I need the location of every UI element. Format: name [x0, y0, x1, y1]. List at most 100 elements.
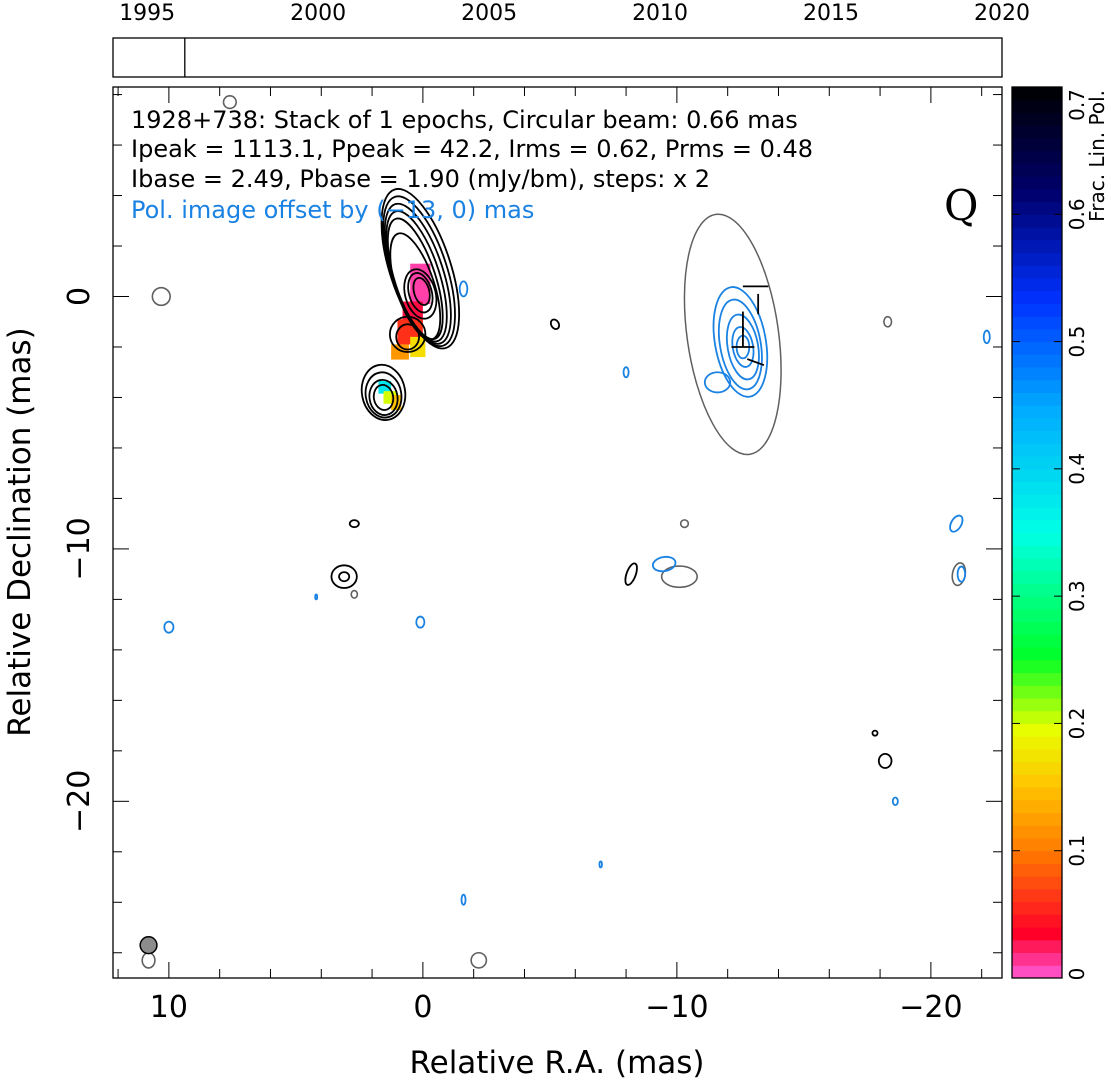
- polarization-contour: [460, 893, 467, 906]
- colorbar-step: [1012, 952, 1062, 966]
- stokes-i-contour: [407, 272, 434, 314]
- colorbar-step: [1012, 787, 1062, 801]
- polarization-contour: [891, 796, 899, 807]
- x-tick-label: 10: [150, 990, 188, 1025]
- stokes-i-contour: [348, 519, 360, 529]
- colorbar-step: [1012, 367, 1062, 381]
- colorbar-step: [1012, 188, 1062, 203]
- polarization-contour: [712, 286, 769, 398]
- stokes-i-contour: [403, 268, 438, 320]
- frac-pol-pixel: [391, 394, 402, 411]
- colorbar-step: [1012, 774, 1062, 788]
- x-tick-label: −10: [645, 990, 708, 1025]
- colorbar-step: [1012, 825, 1062, 839]
- stokes-i-contour: [368, 378, 399, 416]
- stokes-i-contour: [549, 318, 561, 330]
- colorbar-step: [1012, 99, 1062, 113]
- x-tick-label: 0: [413, 990, 432, 1025]
- polarization-contour: [956, 565, 967, 583]
- polarization-contour: [717, 298, 763, 391]
- polarization-contour: [598, 860, 603, 869]
- colorbar-tick-label: 0.6: [1065, 198, 1089, 230]
- polarization-contour: [949, 514, 964, 533]
- colorbar-step: [1012, 468, 1062, 483]
- stokes-i-contour: [395, 323, 420, 351]
- polarization-contour: [731, 326, 755, 368]
- colorbar-step: [1012, 163, 1062, 177]
- evpa-vector-layer: [731, 285, 769, 367]
- colorbar-step: [1012, 239, 1062, 253]
- total-intensity-offset-contour: [683, 213, 782, 456]
- negative-contour: [151, 286, 171, 307]
- colorbar-step: [1012, 697, 1062, 712]
- colorbar-step: [1012, 901, 1062, 915]
- colorbar-step: [1012, 405, 1062, 419]
- colorbar-step: [1012, 494, 1062, 508]
- colorbar-step: [1012, 659, 1062, 674]
- negative-contour: [350, 589, 359, 599]
- polarization-contour: [725, 313, 760, 381]
- timeline-panel: 1995 2000 2005 2010 2015 2020: [112, 1, 1030, 78]
- colorbar-step: [1012, 125, 1062, 139]
- colorbar-step: [1012, 430, 1062, 444]
- stokes-i-contour: [372, 384, 395, 411]
- colorbar-step: [1012, 277, 1062, 292]
- colorbar-step: [1012, 417, 1062, 432]
- colorbar-ticks: 0 0.1 0.2 0.3 0.4 0.5 0.6 0.7: [1012, 86, 1089, 980]
- timeline-tick-label: 2005: [461, 1, 517, 26]
- colorbar-step: [1012, 303, 1062, 317]
- colorbar-step: [1012, 150, 1062, 164]
- colorbar-step: [1012, 723, 1062, 737]
- colorbar-step: [1012, 481, 1062, 495]
- colorbar-step: [1012, 812, 1062, 826]
- colorbar-gradient: [1012, 87, 1062, 979]
- colorbar-step: [1012, 608, 1062, 623]
- timeline-tick-labels: 1995 2000 2005 2010 2015 2020: [119, 1, 1030, 26]
- colorbar-tick-label: 0.2: [1065, 708, 1089, 740]
- polarization-contour: [622, 366, 630, 379]
- info-line-2: Ipeak = 1113.1, Ppeak = 42.2, Irms = 0.6…: [131, 135, 813, 163]
- negative-contour: [679, 519, 690, 529]
- colorbar-step: [1012, 545, 1062, 559]
- polarization-contour: [163, 620, 175, 634]
- stokes-i-contour: [871, 729, 879, 737]
- stokes-i-contour: [624, 562, 638, 586]
- timeline-tick-label: 2000: [290, 1, 346, 26]
- colorbar-step: [1012, 290, 1062, 304]
- colorbar: 0 0.1 0.2 0.3 0.4 0.5 0.6 0.7 Frac. Lin. Pol.: [1011, 86, 1109, 980]
- colorbar-step: [1012, 570, 1062, 584]
- colorbar-tick-label: 0.1: [1065, 835, 1089, 867]
- stokes-i-contour: [330, 564, 358, 589]
- colorbar-step: [1012, 354, 1062, 368]
- colorbar-step: [1012, 939, 1062, 954]
- colorbar-step: [1012, 176, 1062, 190]
- colorbar-step: [1012, 112, 1062, 126]
- colorbar-step: [1012, 710, 1062, 724]
- polarization-contour: [314, 593, 319, 601]
- axis-ticks: 10 0 −10 −20 0 −10 −20: [62, 87, 1002, 1025]
- colorbar-step: [1012, 685, 1062, 699]
- polarization-contour: [703, 371, 732, 394]
- colorbar-step: [1012, 888, 1062, 903]
- timeline-tick-label: 2015: [803, 1, 859, 26]
- colorbar-step: [1012, 863, 1062, 877]
- colorbar-tick-label: 0.4: [1065, 453, 1089, 485]
- colorbar-step: [1012, 519, 1062, 533]
- colorbar-tick-label: 0.5: [1065, 326, 1089, 358]
- map-frame: [112, 86, 1003, 979]
- colorbar-step: [1012, 328, 1062, 343]
- colorbar-step: [1012, 137, 1062, 152]
- colorbar-step: [1012, 799, 1062, 814]
- colorbar-step: [1012, 379, 1062, 393]
- negative-contour: [660, 565, 698, 589]
- colorbar-step: [1012, 532, 1062, 546]
- timeline-tick-label: 2010: [632, 1, 688, 26]
- info-line-3: Ibase = 2.49, Pbase = 1.90 (mJy/bm), ste…: [131, 165, 710, 193]
- colorbar-step: [1012, 761, 1062, 775]
- negative-contour: [883, 315, 893, 328]
- quality-label: Q: [944, 181, 978, 230]
- map-panel: 10 0 −10 −20 0 −10 −20 1928+738: Stack of 1 ep…: [62, 86, 1003, 1025]
- y-tick-label: −20: [62, 770, 97, 833]
- colorbar-step: [1012, 316, 1062, 330]
